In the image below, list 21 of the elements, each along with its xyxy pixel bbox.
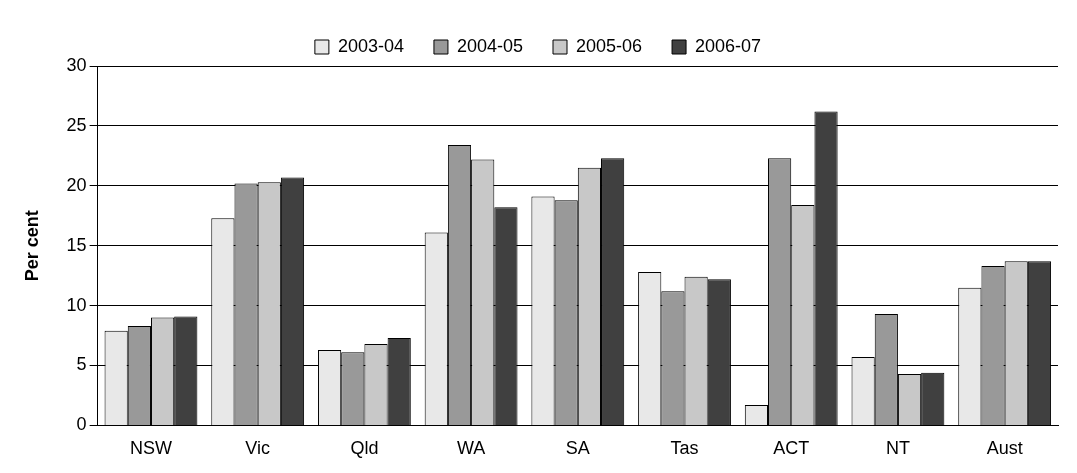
legend-label: 2004-05 bbox=[456, 35, 523, 56]
y-tick-label: 5 bbox=[76, 354, 87, 375]
x-tick-label: NSW bbox=[129, 438, 172, 459]
y-tick-label: 10 bbox=[66, 294, 87, 315]
y-tick-label: 15 bbox=[66, 234, 87, 255]
legend-label: 2005-06 bbox=[576, 35, 643, 56]
x-tick-label: Tas bbox=[670, 438, 699, 459]
x-tick-label: ACT bbox=[773, 438, 810, 459]
x-tick-label: WA bbox=[456, 438, 486, 459]
y-tick-label: 30 bbox=[66, 54, 87, 75]
legend-label: 2003-04 bbox=[337, 35, 404, 56]
x-tick-label: SA bbox=[565, 438, 590, 459]
x-tick-label: NT bbox=[885, 438, 910, 459]
legend-label: 2006-07 bbox=[695, 35, 762, 56]
y-tick-label: 20 bbox=[66, 174, 87, 195]
x-tick-label: Aust bbox=[986, 438, 1023, 459]
y-tick-label: 25 bbox=[66, 114, 87, 135]
x-tick-label: Qld bbox=[350, 438, 379, 459]
y-tick-label: 0 bbox=[76, 414, 87, 435]
y-axis-title: Per cent bbox=[21, 210, 42, 282]
x-tick-label: Vic bbox=[245, 438, 271, 459]
